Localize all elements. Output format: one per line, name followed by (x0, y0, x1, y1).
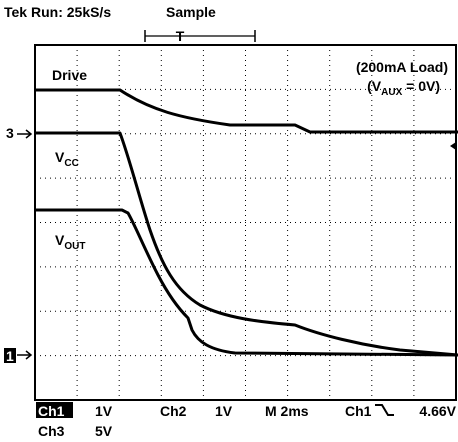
trigger-bracket (144, 30, 256, 42)
ch3-arrow (17, 129, 33, 139)
grid (35, 45, 456, 400)
ch1-marker-box (4, 348, 16, 363)
falling-edge-icon (375, 404, 394, 416)
drive-trace (35, 88, 458, 134)
trigger-level-arrow (450, 142, 456, 150)
acq-mode: Sample (166, 4, 216, 20)
vout-trace (35, 208, 458, 357)
ch1-marker: 1 (6, 348, 14, 364)
ch1-arrow (17, 350, 33, 360)
aux-label: (VAUX = 0V) (367, 78, 440, 98)
vout-main: V (55, 232, 65, 248)
ch3-scale: 5V (95, 423, 113, 439)
ch1-label: Ch1 (38, 403, 65, 419)
load-label: (200mA Load) (356, 59, 448, 75)
ch2-scale: 1V (215, 403, 233, 419)
run-status: Tek Run: 25kS/s (4, 4, 111, 20)
vout-label: VOUT (55, 232, 85, 252)
trigger-source: Ch1 (345, 403, 372, 419)
timebase: M 2ms (265, 403, 309, 419)
aux-prefix: (V (367, 78, 382, 94)
trigger-marker: T (176, 28, 185, 44)
ch1-scale: 1V (95, 403, 113, 419)
vcc-trace (35, 131, 458, 357)
vcc-sub: CC (64, 158, 78, 169)
ch2-label: Ch2 (160, 403, 187, 419)
vcc-main: V (55, 149, 65, 165)
vcc-label: VCC (55, 149, 79, 169)
ch3-marker: 3 (6, 125, 14, 141)
aux-sub: AUX (381, 87, 402, 98)
trigger-level: 4.66V (419, 403, 456, 419)
aux-suffix: = 0V) (402, 78, 440, 94)
vout-sub: OUT (64, 241, 85, 252)
ch1-box (36, 402, 73, 418)
ch3-label: Ch3 (38, 423, 65, 439)
drive-label: Drive (52, 67, 87, 83)
